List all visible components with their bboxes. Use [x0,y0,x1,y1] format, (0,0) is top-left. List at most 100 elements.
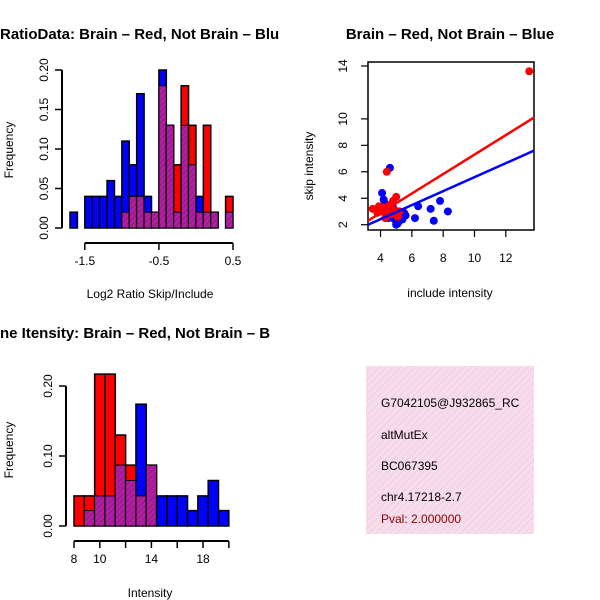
intensity-histogram-x-label: Intensity [128,586,173,600]
histogram-overlap-bar [173,211,182,229]
histogram-bar [73,495,86,527]
x-tick-label: 10 [93,552,107,566]
scatter-point [436,196,445,205]
histogram-overlap-bar [145,464,158,527]
histogram-overlap-bar [125,480,137,527]
y-tick-label: 0.15 [37,97,51,121]
histogram-overlap-bar [135,495,147,527]
scatter-point [429,216,438,225]
x-tick-label: 4 [377,251,384,265]
intensity-scatter-frame [367,61,535,231]
histogram-bar [217,509,230,527]
scatter-point [378,188,387,197]
intensity-scatter-y-label: skip intensity [302,132,316,201]
y-tick-label: 14 [336,59,350,73]
histogram-overlap-bar [128,195,138,229]
histogram-bar [106,179,116,229]
histogram-overlap-bar [188,164,197,229]
ratio-histogram-y-label: Frequency [2,122,16,179]
histogram-overlap-bar [165,124,175,229]
intensity-histogram-y-ticks: 0.00 0.10 0.20 [41,374,66,538]
x-tick-label: 12 [499,251,513,265]
intensity-scatter-title: Brain – Red, Not Brain – Blue [346,26,554,43]
intensity-scatter-x-ticks: 4 6 8 10 12 [377,230,513,265]
x-tick-label: 8 [440,251,447,265]
scatter-point [426,204,435,213]
histogram-bar [207,479,220,527]
y-tick-label: 0.00 [41,514,55,538]
histogram-overlap-bar [143,211,153,229]
histogram-overlap-bar [104,495,116,527]
scatter-point [392,220,401,229]
intensity-scatter: Brain – Red, Not Brain – Blue 4 6 8 10 12 2 4… [302,26,554,300]
x-tick-label: 8 [71,552,78,566]
histogram-bar [176,495,189,527]
y-tick-label: 0.00 [37,216,51,240]
gene-name-text: BC067395 [381,459,438,473]
event-info-box: G7042105@J932865_RC altMutEx BC067395 ch… [366,366,534,534]
y-tick-label: 10 [336,112,350,126]
histogram-bar [113,195,123,229]
histogram-overlap-bar [195,211,204,229]
scatter-point [374,202,383,211]
y-tick-label: 4 [336,195,350,202]
regression-line [367,116,535,222]
histogram-bar [155,495,168,527]
ratio-histogram-x-ticks: -1.5 -0.5 0.5 [74,243,242,268]
x-tick-label: -1.5 [74,254,95,268]
locus-text: chr4.17218-2.7 [381,490,462,504]
y-tick-label: 8 [336,142,350,149]
ratio-histogram-title: RatioData: Brain – Red, Not Brain – Blu [0,26,279,43]
intensity-histogram-y-label: Frequency [2,422,16,479]
event-info-clip: G7042105@J932865_RC altMutEx BC067395 ch… [366,366,534,534]
y-tick-label: 6 [336,168,350,175]
y-tick-label: 0.05 [37,176,51,200]
histogram-overlap-bar [136,195,145,229]
histogram-overlap-bar [83,510,96,527]
histogram-overlap-bar [121,211,130,229]
intensity-histogram-bars [73,373,230,527]
histogram-bar [91,195,101,229]
histogram-overlap-bar [210,211,219,229]
histogram-bar [84,195,93,229]
intensity-scatter-y-ticks: 2 4 6 8 10 14 [336,59,368,228]
x-tick-label: 6 [409,251,416,265]
histogram-bar [69,211,79,229]
intensity-scatter-fit-lines [367,116,535,226]
scatter-point [401,211,410,220]
ratio-histogram-bars [69,69,234,229]
histogram-overlap-bar [202,211,212,229]
x-tick-label: 18 [196,552,210,566]
scatter-point [379,195,388,204]
histogram-overlap-bar [225,211,234,229]
histogram-overlap-bar [94,495,106,527]
scatter-point [393,212,402,221]
event-info-background [366,366,534,534]
histogram-bar [166,495,178,527]
ratio-histogram-x-label: Log2 Ratio Skip/Include [87,287,214,301]
histogram-overlap-bar [151,211,160,229]
y-tick-label: 0.20 [41,374,55,398]
intensity-histogram: ne Itensity: Brain – Red, Not Brain – B … [0,325,270,600]
y-tick-label: 0.20 [37,58,51,82]
scatter-point [392,192,401,201]
x-tick-label: 0.5 [225,254,242,268]
histogram-overlap-bar [180,124,190,229]
pval-text: Pval: 2.000000 [381,512,461,526]
intensity-scatter-x-label: include intensity [407,286,492,300]
x-tick-label: 14 [145,552,159,566]
scatter-point [382,167,391,176]
event-type-text: altMutEx [381,428,428,442]
x-tick-label: -0.5 [149,254,170,268]
histogram-overlap-bar [114,464,127,527]
histogram-bar [186,509,199,527]
y-tick-label: 0.10 [37,137,51,161]
histogram-bar [197,495,209,527]
regression-line [367,149,535,226]
ratio-histogram: RatioData: Brain – Red, Not Brain – Blu … [0,26,279,301]
y-tick-label: 2 [336,221,350,228]
scatter-point [443,207,452,216]
x-tick-label: 10 [468,251,482,265]
y-tick-label: 0.10 [41,444,55,468]
